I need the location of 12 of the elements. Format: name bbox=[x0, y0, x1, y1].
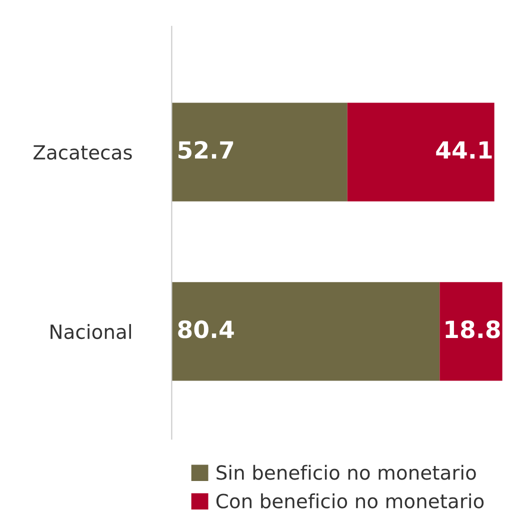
y-tick-label: Nacional bbox=[50, 324, 131, 340]
bar bbox=[347, 102, 494, 202]
data-label: 52.7 bbox=[178, 141, 234, 159]
legend-label: Con beneficio no monetario bbox=[216, 493, 484, 508]
data-label: 44.1 bbox=[436, 141, 492, 159]
bar bbox=[172, 102, 348, 202]
bar bbox=[440, 282, 502, 381]
legend-label: Sin beneficio no monetario bbox=[216, 464, 476, 480]
bar bbox=[172, 282, 440, 381]
y-tick-label: Zacatecas bbox=[34, 145, 132, 160]
data-label: 18.8 bbox=[446, 320, 500, 338]
data-label: 80.4 bbox=[178, 320, 234, 338]
